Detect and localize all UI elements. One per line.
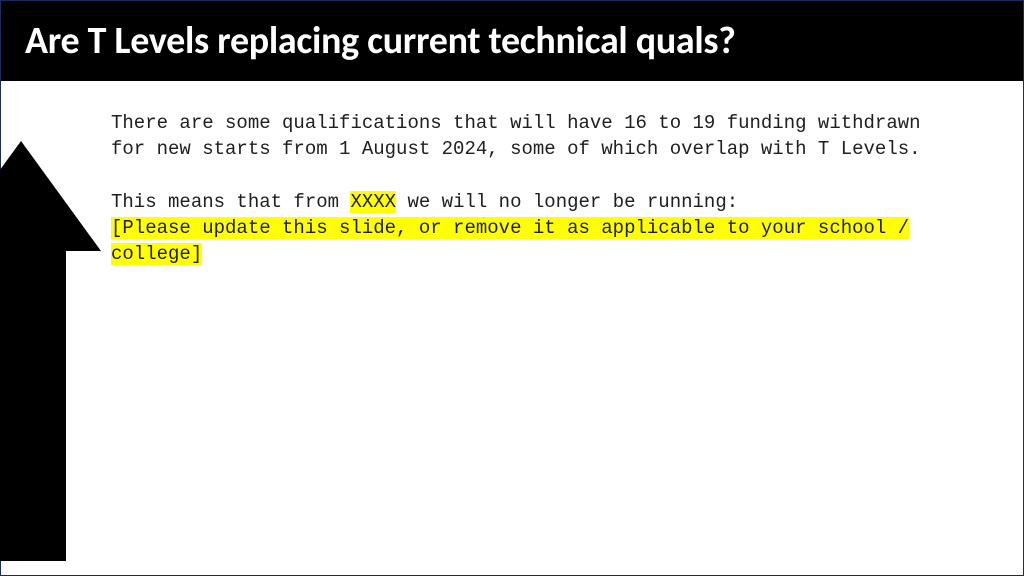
p2-highlight-2: [Please update this slide, or remove it … — [111, 217, 909, 265]
slide-title: Are T Levels replacing current technical… — [25, 18, 736, 64]
p2-pre: This means that from — [111, 191, 350, 213]
slide: Are T Levels replacing current technical… — [0, 0, 1024, 576]
paragraph-1: There are some qualifications that will … — [111, 111, 931, 162]
arrow-shape — [0, 141, 101, 561]
slide-body: There are some qualifications that will … — [111, 111, 983, 295]
title-bar: Are T Levels replacing current technical… — [1, 1, 1023, 81]
paragraph-2: This means that from XXXX we will no lon… — [111, 190, 931, 267]
p2-highlight-1: XXXX — [350, 191, 396, 213]
up-arrow-icon — [0, 141, 101, 561]
p2-mid: we will no longer be running: — [396, 191, 738, 213]
